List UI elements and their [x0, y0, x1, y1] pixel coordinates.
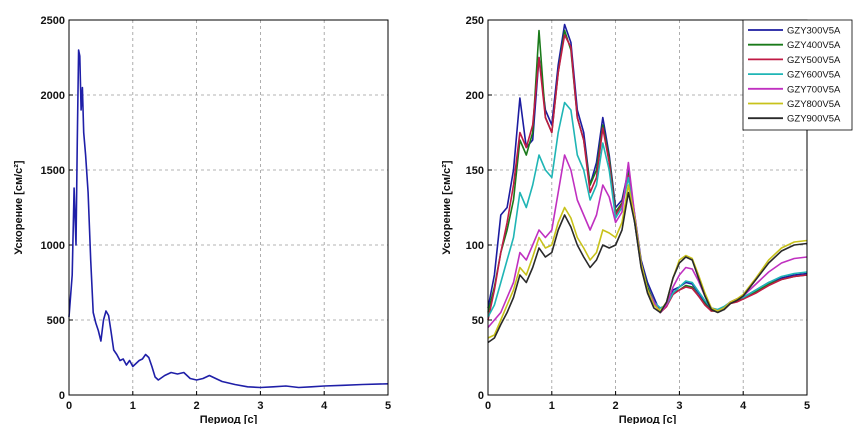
y-tick-label: 0	[59, 390, 65, 402]
legend-label: GZY300V5A	[787, 26, 841, 37]
plot-frame	[487, 19, 808, 396]
legend: GZY300V5A GZY400V5A GZY500V5A GZY600V5A GZY7…	[742, 19, 853, 131]
left-chart: 0 1 2 3 4 5 0 500 1000 1500 2000 2500 Период [с] Уско…	[13, 15, 391, 424]
y-tick-label: 1000	[41, 240, 65, 252]
x-tick-label: 3	[676, 400, 682, 412]
x-tick-label: 2	[613, 400, 619, 412]
x-tick-label: 1	[549, 400, 555, 412]
x-axis-label: Период [с]	[200, 414, 258, 424]
y-axis-label: Ускорение [см/с²]	[441, 160, 453, 255]
x-tick-label: 4	[740, 400, 747, 412]
legend-label: GZY600V5A	[787, 70, 841, 81]
legend-label: GZY900V5A	[787, 114, 841, 125]
legend-label: GZY800V5A	[787, 99, 841, 110]
legend-label: GZY700V5A	[787, 84, 841, 95]
y-axis-label: Ускорение [см/с²]	[13, 160, 25, 255]
x-tick-label: 5	[804, 400, 810, 412]
y-tick-label: 0	[478, 390, 484, 402]
plot-area	[69, 20, 388, 395]
y-tick-label: 2500	[41, 15, 65, 27]
x-tick-label: 0	[66, 400, 72, 412]
x-axis-label: Период [с]	[619, 414, 677, 424]
x-tick-label: 5	[385, 400, 391, 412]
x-tick-label: 3	[257, 400, 263, 412]
y-tick-label: 1500	[41, 165, 65, 177]
y-tick-label: 200	[466, 90, 484, 102]
series-line-1	[68, 49, 389, 389]
x-tick-label: 2	[194, 400, 200, 412]
legend-label: GZY400V5A	[787, 40, 841, 51]
plot-frame	[68, 19, 389, 396]
y-tick-label: 100	[466, 240, 484, 252]
y-tick-label: 250	[466, 15, 484, 27]
y-tick-label: 500	[47, 315, 65, 327]
series-line-gzy800v5a	[487, 184, 808, 339]
y-tick-label: 2000	[41, 90, 65, 102]
x-tick-label: 4	[321, 400, 328, 412]
x-tick-label: 1	[130, 400, 136, 412]
y-tick-label: 50	[472, 315, 484, 327]
legend-label: GZY500V5A	[787, 55, 841, 66]
series-line-gzy900v5a	[487, 191, 808, 344]
y-tick-label: 150	[466, 165, 484, 177]
x-tick-label: 0	[485, 400, 491, 412]
